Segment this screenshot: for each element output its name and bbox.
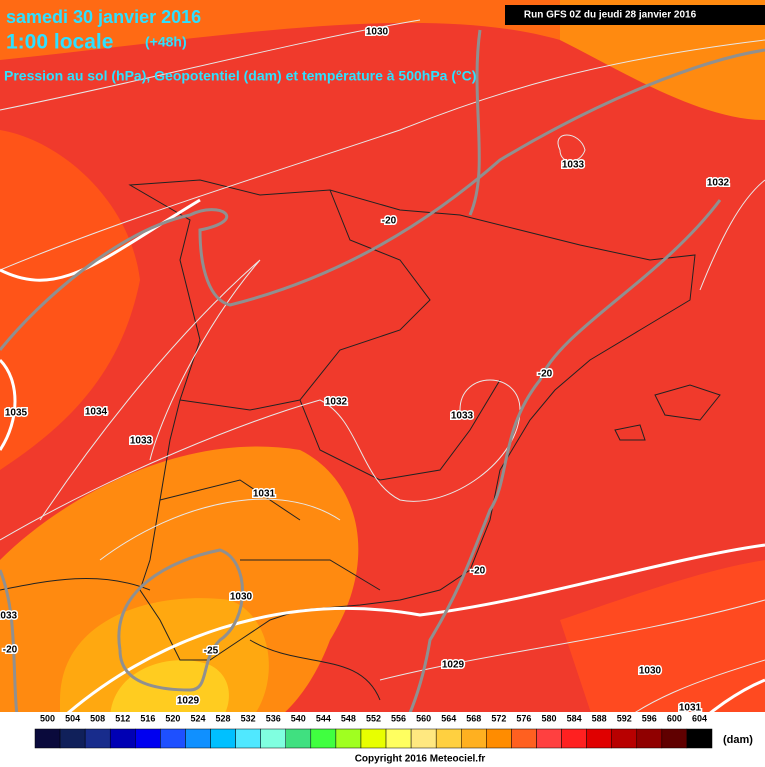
legend-swatch: [461, 728, 487, 749]
legend-label: 524: [190, 713, 205, 723]
coastlines: [0, 179, 721, 701]
legend-swatch: [310, 728, 337, 749]
legend-label: 500: [40, 713, 55, 723]
legend-swatch: [511, 728, 537, 749]
legend-label: 504: [65, 713, 80, 723]
legend-swatch: [235, 728, 261, 749]
local-time: 1:00 locale: [6, 31, 113, 54]
legend-swatch: [611, 728, 638, 749]
contour-label: 1032: [325, 397, 348, 408]
legend-swatch: [636, 728, 663, 749]
legend-swatch: [536, 728, 562, 749]
contour-label: 1029: [442, 660, 465, 671]
legend-swatch: [410, 728, 437, 749]
legend-swatch: [285, 728, 312, 749]
copyright: Copyright 2016 Meteociel.fr: [355, 754, 486, 765]
legend-label: 572: [491, 713, 506, 723]
contour-label: 1035: [5, 408, 28, 419]
legend-swatch: [260, 728, 286, 749]
contour-label: 1031: [679, 703, 702, 714]
legend-swatch: [335, 728, 362, 749]
legend-label: 540: [291, 713, 306, 723]
contour-label: 1033: [0, 611, 18, 622]
legend-swatch: [84, 728, 111, 749]
legend-label: 588: [592, 713, 607, 723]
field-orange-ne: [560, 0, 765, 120]
run-label: Run GFS 0Z du jeudi 28 janvier 2016: [524, 10, 697, 21]
contour-label: 1031: [253, 489, 276, 500]
legend-label: 564: [441, 713, 456, 723]
legend-swatch: [385, 728, 412, 749]
legend-label: 604: [692, 713, 707, 723]
legend-swatch: [561, 728, 587, 749]
contour-label: -20: [382, 216, 397, 227]
legend-swatch: [486, 728, 512, 749]
legend-label: 512: [115, 713, 130, 723]
contour-label: -20: [3, 645, 18, 656]
contour-label: 1033: [451, 411, 474, 422]
legend-label: 576: [516, 713, 531, 723]
subtitle: Pression au sol (hPa), Geopotentiel (dam…: [4, 68, 476, 84]
legend-label: 568: [466, 713, 481, 723]
contour-label: 1030: [230, 592, 253, 603]
legend-swatch: [59, 728, 86, 749]
contour-label: -20: [471, 566, 486, 577]
legend-label: 592: [617, 713, 632, 723]
legend-swatch: [34, 728, 61, 749]
legend-swatch: [686, 728, 713, 749]
legend-label: 552: [366, 713, 381, 723]
legend-swatch: [109, 728, 136, 749]
legend-swatch: [586, 728, 612, 749]
contour-label: -20: [538, 369, 553, 380]
contour-label: 1030: [366, 27, 389, 38]
legend: 500 504 508 512 516 520 524 528 532 536 540 544 548 5…: [34, 713, 713, 749]
field-orange-se: [560, 560, 765, 740]
legend-label: 556: [391, 713, 406, 723]
legend-swatch: [360, 728, 387, 749]
legend-label: 560: [416, 713, 431, 723]
legend-swatch: [160, 728, 186, 749]
contour-label: 1030: [639, 666, 662, 677]
legend-label: 548: [341, 713, 356, 723]
legend-swatch: [210, 728, 236, 749]
legend-label: 516: [140, 713, 155, 723]
legend-label: 544: [316, 713, 331, 723]
legend-label: 580: [542, 713, 557, 723]
legend-label: 584: [567, 713, 582, 723]
legend-label: 508: [90, 713, 105, 723]
legend-label: 596: [642, 713, 657, 723]
contour-label: 1034: [85, 407, 108, 418]
legend-swatch: [661, 728, 688, 749]
contour-label: 1029: [177, 696, 200, 707]
contour-label: 1033: [562, 160, 585, 171]
field-orange-west: [0, 130, 140, 470]
isotherms: [0, 29, 765, 767]
legend-label: 600: [667, 713, 682, 723]
legend-label: 536: [266, 713, 281, 723]
legend-swatch: [185, 728, 211, 749]
contour-label: 1032: [707, 178, 730, 189]
run-box: [505, 5, 765, 25]
contour-label: 1033: [130, 436, 153, 447]
legend-unit: (dam): [723, 734, 753, 746]
legend-swatch: [135, 728, 161, 749]
legend-label: 528: [216, 713, 231, 723]
date: samedi 30 janvier 2016: [6, 7, 201, 27]
legend-swatch: [435, 728, 462, 749]
legend-label: 532: [241, 713, 256, 723]
forecast-offset: (+48h): [145, 34, 187, 50]
legend-label: 520: [165, 713, 180, 723]
contour-label: -25: [204, 646, 219, 657]
